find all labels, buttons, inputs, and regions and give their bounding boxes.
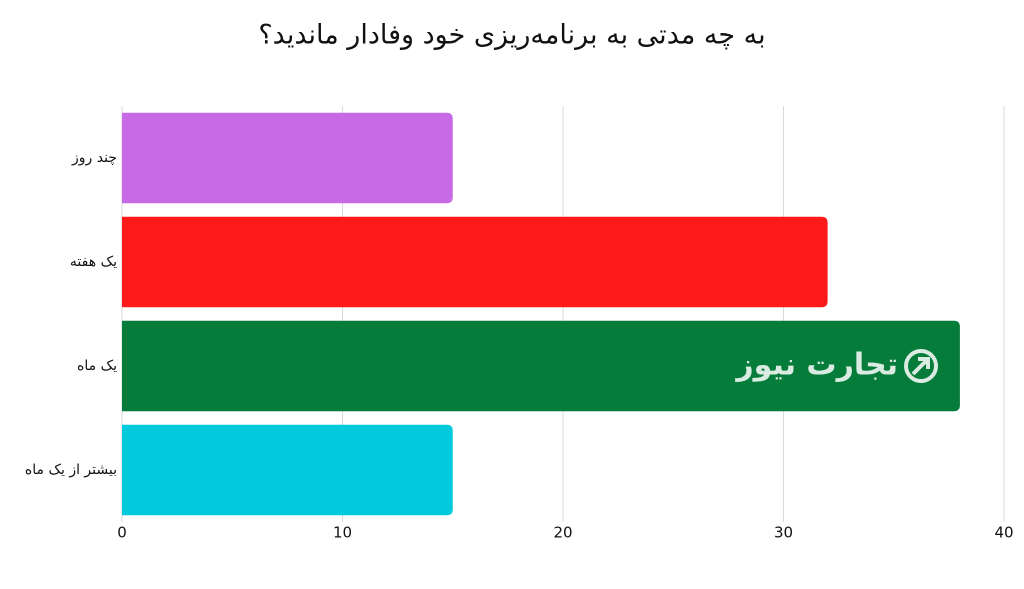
- bar: [122, 112, 453, 204]
- y-tick-label: چند روز: [71, 150, 117, 166]
- chart-title: به چه مدتی به برنامه‌ریزی خود وفادار مان…: [258, 20, 765, 51]
- x-tick-label: 30: [774, 524, 793, 542]
- bar: [122, 320, 960, 412]
- x-tick-label: 40: [994, 524, 1013, 542]
- y-tick-label: یک ماه: [77, 358, 117, 374]
- watermark-text: تجارت نیوز: [734, 348, 898, 383]
- bar: [122, 424, 453, 516]
- y-tick-label: بیشتر از یک ماه: [25, 462, 117, 478]
- watermark-logo-arrow: [911, 357, 930, 376]
- x-tick-label: 0: [117, 524, 127, 542]
- x-tick-label: 20: [553, 524, 572, 542]
- watermark-logo: [904, 349, 938, 383]
- watermark: تجارت نیوز: [734, 348, 938, 383]
- x-tick-label: 10: [333, 524, 352, 542]
- bar: [122, 216, 828, 308]
- y-tick-label: یک هفته: [70, 254, 117, 270]
